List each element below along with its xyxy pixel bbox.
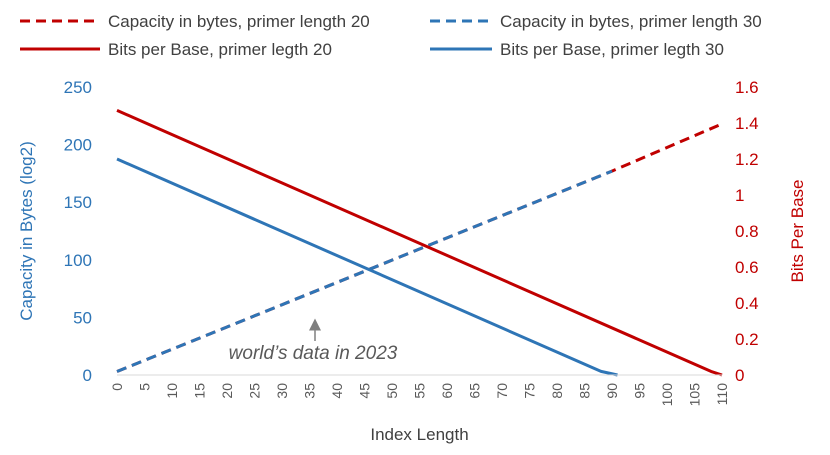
series-layer: [116, 109, 723, 377]
y-right-tick-label: 1.4: [735, 114, 759, 133]
x-tick-label: 60: [439, 383, 455, 399]
x-tick-label: 30: [274, 383, 290, 399]
legend-label: Bits per Base, primer legth 20: [108, 40, 332, 59]
x-tick-label: 5: [137, 383, 153, 391]
y-left-tick-label: 150: [64, 193, 92, 212]
x-tick-label: 110: [714, 383, 730, 406]
annotation-layer: world’s data in 2023: [229, 318, 398, 364]
x-tick-label: 20: [219, 383, 235, 399]
x-tick-label: 25: [247, 383, 263, 399]
legend: Capacity in bytes, primer length 20 Capac…: [20, 12, 762, 59]
series-line-1: [116, 169, 613, 373]
y-right-tick-label: 0: [735, 366, 744, 385]
y-right-tick-label: 0.2: [735, 330, 759, 349]
x-tick-label: 35: [302, 383, 318, 399]
legend-label: Capacity in bytes, primer length 30: [500, 12, 762, 31]
y-right-tick-label: 0.6: [735, 258, 759, 277]
y-left-tick-label: 250: [64, 78, 92, 97]
annotation-text: world’s data in 2023: [229, 343, 398, 364]
x-tick-label: 85: [577, 383, 593, 399]
y-right-tick-label: 0.8: [735, 222, 759, 241]
series-line-2: [116, 109, 723, 377]
x-tick-label: 10: [164, 383, 180, 399]
x-tick-label: 40: [329, 383, 345, 399]
series-line-3: [116, 157, 618, 377]
x-tick-label: 100: [659, 383, 675, 407]
axis-layer: 0 5 10 15 20 25 30 35 40 45 50 55 60 65 70 75 80 85 90 95 10…: [17, 78, 807, 444]
x-axis-title: Index Length: [370, 425, 468, 444]
x-tick-label: 50: [384, 383, 400, 399]
y-right-axis-title: Bits Per Base: [788, 180, 807, 283]
y-left-axis-title: Capacity in Bytes (log2): [17, 141, 36, 321]
x-tick-label: 55: [412, 383, 428, 399]
x-tick-label: 105: [687, 383, 703, 407]
legend-label: Capacity in bytes, primer length 20: [108, 12, 370, 31]
x-tick-label: 75: [522, 383, 538, 399]
y-right-tick-label: 0.4: [735, 294, 759, 313]
x-tick-label: 45: [357, 383, 373, 399]
legend-label: Bits per Base, primer legth 30: [500, 40, 724, 59]
y-left-tick-label: 200: [64, 136, 92, 155]
x-tick-label: 95: [632, 383, 648, 399]
y-left-tick-label: 0: [83, 366, 92, 385]
x-tick-label: 70: [494, 383, 510, 399]
y-right-tick-label: 1.2: [735, 150, 759, 169]
x-tick-label: 90: [604, 383, 620, 399]
y-right-tick-label: 1.6: [735, 78, 759, 97]
x-tick-label: 80: [549, 383, 565, 399]
x-tick-label: 65: [467, 383, 483, 399]
x-tick-label: 0: [109, 383, 125, 391]
y-left-tick-label: 50: [73, 308, 92, 327]
y-left-tick-label: 100: [64, 251, 92, 270]
y-right-tick-label: 1: [735, 186, 744, 205]
annotation-arrow-head: [309, 318, 321, 331]
x-tick-label: 15: [192, 383, 208, 399]
